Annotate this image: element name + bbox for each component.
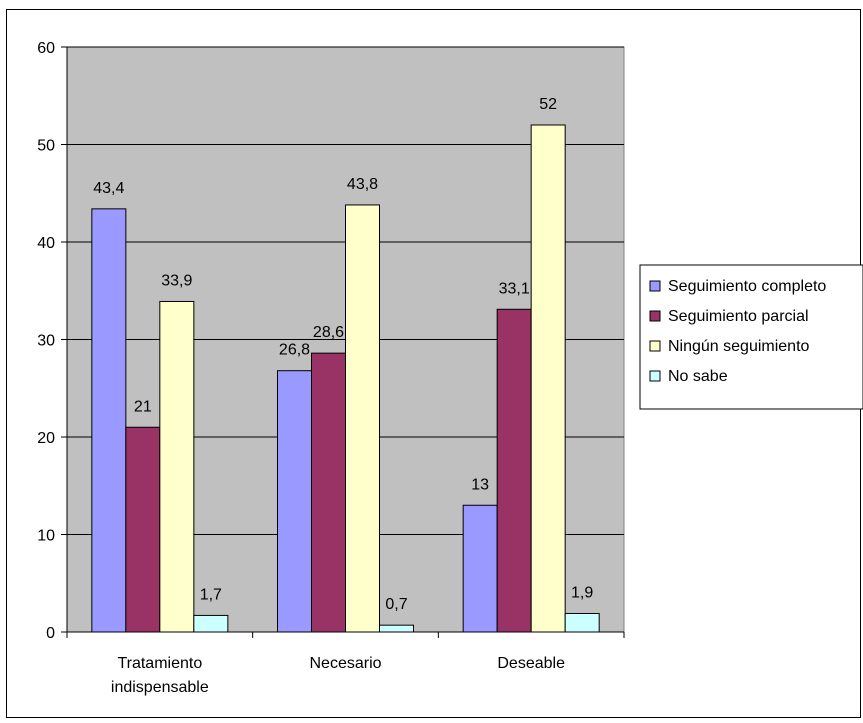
bar — [345, 204, 380, 633]
legend-swatch — [649, 370, 661, 382]
x-category-label: Tratamiento indispensable — [111, 655, 209, 696]
bar — [159, 300, 195, 633]
legend-swatch — [649, 340, 661, 352]
data-label: 33,9 — [161, 272, 192, 289]
bar — [530, 124, 566, 633]
x-category-label-line: indispensable — [111, 679, 209, 696]
x-category-label-line: Tratamiento — [117, 655, 202, 672]
legend-box — [639, 264, 863, 410]
data-label: 1,7 — [200, 586, 222, 603]
bar — [125, 426, 161, 633]
x-category-label-line: Necesario — [309, 655, 381, 672]
bar — [462, 504, 498, 633]
y-tick-label: 30 — [37, 333, 55, 350]
x-category-label: Necesario — [309, 655, 381, 672]
data-label: 28,6 — [313, 324, 344, 341]
bar — [91, 208, 127, 633]
legend-swatch — [649, 280, 661, 292]
data-label: 1,9 — [571, 584, 593, 601]
x-category-label-line: Deseable — [497, 655, 565, 672]
data-label: 0,7 — [385, 596, 407, 613]
data-label: 13 — [471, 476, 489, 493]
y-tick-label: 50 — [37, 138, 55, 155]
bar — [496, 308, 532, 633]
y-tick-label: 10 — [37, 528, 55, 545]
x-category-label: Deseable — [497, 655, 565, 672]
data-label: 43,8 — [347, 176, 378, 193]
bar — [379, 624, 414, 633]
legend-swatch — [649, 310, 661, 322]
y-tick-label: 20 — [37, 430, 55, 447]
bar — [311, 352, 346, 633]
data-label: 21 — [134, 398, 152, 415]
legend-label: Ningún seguimiento — [668, 338, 810, 355]
data-label: 26,8 — [279, 342, 310, 359]
bar — [564, 612, 600, 633]
y-tick-label: 0 — [46, 625, 55, 642]
legend-label: Seguimiento parcial — [668, 308, 809, 325]
y-tick-label: 40 — [37, 235, 55, 252]
y-tick-label: 60 — [37, 40, 55, 57]
data-label: 43,4 — [93, 180, 124, 197]
legend-label: Seguimiento completo — [668, 278, 826, 295]
bar — [193, 614, 229, 633]
data-label: 52 — [539, 96, 557, 113]
data-label: 33,1 — [499, 280, 530, 297]
legend-label: No sabe — [668, 368, 728, 385]
bar — [277, 370, 312, 633]
